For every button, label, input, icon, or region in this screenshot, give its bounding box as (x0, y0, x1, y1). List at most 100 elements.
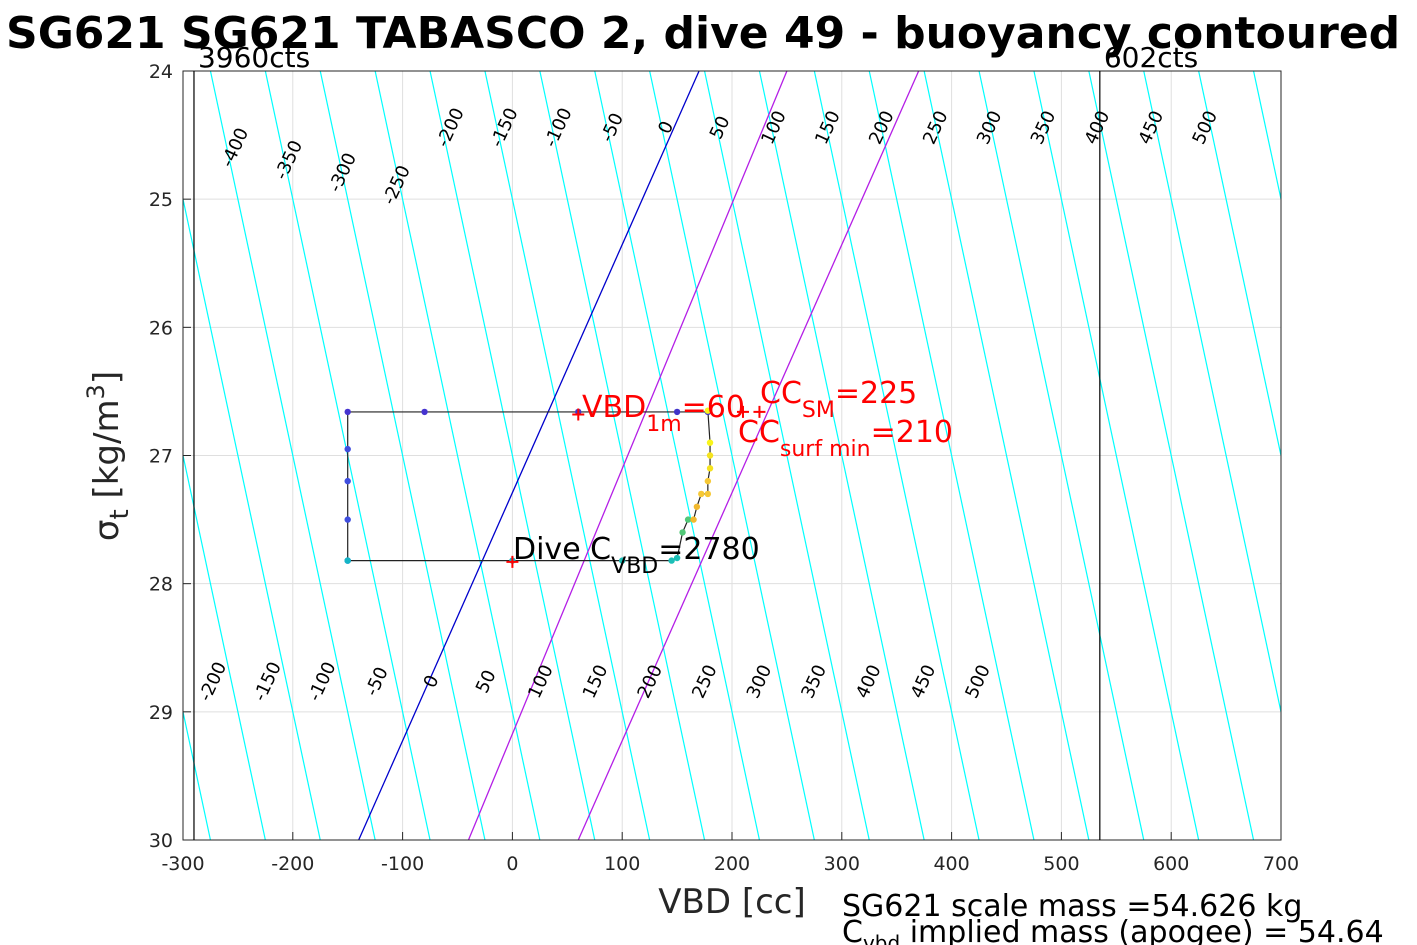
contour-line-12 (703, 70, 870, 841)
contour-line-13 (758, 70, 925, 841)
highlight-line-0 (467, 70, 788, 841)
dive-track-point-17 (690, 516, 697, 523)
footer-implied-pre: C (842, 915, 863, 945)
zero-buoyancy-line (358, 70, 700, 841)
plot-area: -400 -350 -300 -250-200 -150 -100 -50 0 50 100 150… (182, 70, 1282, 841)
y-axis-label-unit-sup: 3 (82, 384, 110, 399)
y-axis-label: σt [kg/m3] (82, 371, 135, 541)
dive-track-point-6 (344, 477, 351, 485)
contour-line-20 (1143, 70, 1282, 712)
contour-line-11 (649, 70, 815, 841)
marker-annotation-sub-0: 1m (646, 412, 681, 437)
y-tick-label-6: 30 (149, 830, 173, 852)
dive-track-point-3 (421, 408, 428, 416)
marker-annotation-sub-2: surf min (780, 437, 871, 462)
contour-line-9 (539, 70, 706, 841)
marker-annotation-sub-1: SM (802, 398, 835, 423)
contour-line-15 (868, 70, 1035, 841)
x-tick-label-7: 400 (933, 853, 969, 875)
marker-2 (736, 405, 749, 418)
footer: SG621 scale mass =54.626 kg Cvbd implied… (842, 889, 1384, 945)
y-tick-label-2: 26 (149, 317, 173, 339)
contour-line-0 (182, 711, 212, 841)
dive-track-point-13 (668, 557, 675, 564)
chart-title: SG621 SG621 TABASCO 2, dive 49 - buoyanc… (6, 8, 1400, 59)
x-tick-label-9: 600 (1153, 853, 1189, 875)
contour-line-3 (209, 70, 376, 841)
x-tick-label-3: 0 (506, 853, 518, 875)
markers (506, 405, 766, 568)
marker-annotation-value-1: =225 (835, 376, 917, 411)
dive-track-point-12 (619, 557, 626, 564)
contour-line-2 (182, 199, 321, 841)
marker-annotation-label-1: CC (760, 376, 802, 411)
marker-annotation-label-0: VBD (582, 390, 646, 425)
dive-track-point-24 (706, 439, 714, 446)
contour-line-7 (429, 70, 596, 841)
marker-annotation-label-2: CC (738, 415, 780, 450)
vbd-limit-label-0: 3960cts (198, 41, 310, 74)
dive-track-point-18 (693, 503, 701, 510)
x-tick-label-0: -300 (161, 853, 204, 875)
contour-line-19 (1088, 70, 1255, 841)
x-ticks: -300 -200 -100 0 100 200 300 400 500 600 700 (161, 832, 1299, 875)
y-tick-label-5: 29 (149, 702, 173, 724)
contour-line-1 (182, 455, 266, 841)
x-tick-label-5: 200 (714, 853, 750, 875)
contour-line-21 (1198, 70, 1282, 456)
marker-annotation-value-0: =60 (682, 390, 745, 425)
x-tick-label-2: -100 (381, 853, 424, 875)
dive-track-point-10 (344, 557, 351, 564)
y-axis-label-main: σ (87, 520, 127, 542)
marker-0 (572, 408, 585, 421)
marker-3 (506, 555, 519, 568)
y-axis-label-unit-post: ] (87, 371, 127, 384)
dive-track-point-5 (344, 445, 351, 453)
dive-track-point-7 (344, 516, 351, 523)
x-tick-label-1: -200 (271, 853, 314, 875)
x-tick-label-6: 300 (824, 853, 860, 875)
footer-implied-post: implied mass (apogee) = 54.64 (900, 915, 1384, 945)
footer-implied-mass: Cvbd implied mass (apogee) = 54.64 (842, 915, 1384, 945)
marker-annotation-label-3: Dive C (513, 532, 611, 567)
y-tick-label-4: 28 (149, 574, 173, 596)
footer-scale-mass: SG621 scale mass =54.626 kg (842, 889, 1302, 924)
y-tick-label-0: 24 (149, 61, 173, 83)
footer-implied-sub: vbd (863, 931, 900, 945)
contour-line-16 (923, 70, 1090, 841)
dive-track-point-16 (684, 516, 692, 523)
y-axis-label-unit-pre: [kg/m (87, 399, 127, 509)
dive-track-point-4 (344, 408, 351, 416)
dive-track-point-21 (704, 477, 712, 485)
x-axis-label: VBD [cc] (658, 882, 806, 922)
marker-annotation-value-3: =2780 (658, 532, 759, 567)
contour-line-17 (978, 70, 1145, 841)
y-ticks: 24 25 26 27 28 29 30 (149, 61, 191, 852)
marker-annotation-3: Dive CVBD=2780 (513, 532, 760, 579)
dive-track-point-22 (706, 465, 714, 472)
x-tick-label-4: 100 (604, 853, 640, 875)
marker-annotation-1: CCSM=225 (760, 376, 917, 423)
vbd-limit-label-1: 602cts (1104, 41, 1198, 74)
dive-track-point-20 (704, 490, 712, 498)
dive-track-point-1 (673, 408, 681, 416)
contour-line-22 (1252, 70, 1282, 200)
x-tick-label-10: 700 (1263, 853, 1299, 875)
marker-annotation-sub-3: VBD (611, 554, 658, 579)
contour-line-5 (319, 70, 486, 841)
marker-annotation-2: CCsurf min=210 (738, 415, 953, 462)
x-tick-label-8: 500 (1043, 853, 1079, 875)
y-axis-label-sub: t (105, 509, 135, 519)
dive-track-point-25 (704, 407, 712, 414)
marker-annotation-0: VBD1m=60 (582, 390, 745, 437)
y-tick-label-1: 25 (149, 189, 173, 211)
contour-line-8 (484, 70, 651, 841)
marker-annotation-value-2: =210 (871, 415, 953, 450)
contour-line-14 (813, 70, 980, 841)
y-tick-label-3: 27 (149, 446, 173, 468)
dive-track (344, 407, 714, 564)
dive-track-point-15 (679, 529, 686, 536)
contour-line-6 (374, 70, 541, 841)
